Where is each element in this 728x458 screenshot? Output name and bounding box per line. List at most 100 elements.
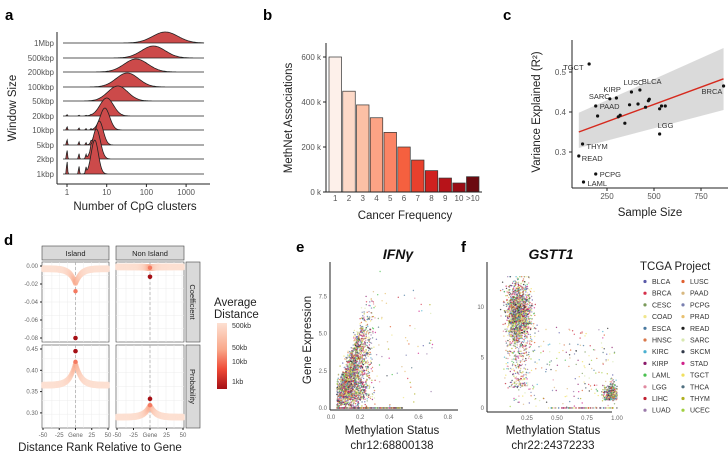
ytick-label: 200 k [301, 143, 322, 152]
sample-point [361, 405, 363, 407]
xtick-label: -25 [55, 433, 64, 439]
point-label: BLCA [642, 77, 662, 86]
sample-point [359, 369, 361, 371]
panel-c-scatter: TGCTKIRPSARCPAADLUSCBLCABRCALGGTHYMREADP… [531, 40, 728, 219]
xtick-label: 750 [694, 192, 708, 201]
xtick-label: 250 [600, 192, 614, 201]
sample-point [359, 323, 361, 325]
sample-point [363, 359, 365, 361]
sample-point [366, 398, 368, 400]
sample-point [378, 381, 381, 383]
sample-point [343, 372, 345, 374]
sample-point [374, 305, 376, 307]
sample-point [337, 404, 339, 406]
ytick-label: 2.5 [319, 369, 328, 375]
sample-point [366, 315, 369, 318]
x-axis-subtitle: chr12:68800138 [350, 440, 433, 452]
sample-point [365, 344, 367, 346]
confidence-band [578, 48, 724, 148]
sample-point [584, 366, 586, 369]
sample-point [511, 379, 513, 382]
sample-point [353, 407, 355, 409]
xtick-label: 0.2 [356, 415, 365, 421]
sample-point [358, 351, 360, 353]
sample-point [346, 395, 349, 397]
xtick-label: -50 [39, 433, 48, 439]
sample-point [346, 385, 348, 387]
sample-point [430, 339, 432, 342]
sample-point [360, 350, 362, 352]
sample-point [589, 345, 591, 347]
ytick-label: 0.40 [26, 368, 38, 374]
sample-point [511, 368, 513, 371]
sample-point [373, 391, 375, 394]
x-axis-title: Number of CpG clusters [73, 201, 197, 213]
sample-point [359, 341, 361, 343]
sample-point [347, 399, 349, 401]
sample-point [530, 295, 533, 298]
ytick-label: 2kbp [37, 155, 55, 164]
sample-point [372, 315, 375, 318]
sample-point [527, 340, 529, 342]
sample-point [340, 407, 342, 409]
sample-point [384, 292, 386, 295]
sample-point [354, 386, 356, 389]
panel-label-b: b [263, 7, 272, 24]
sample-point [348, 391, 350, 394]
sample-point [505, 303, 507, 305]
sample-point [346, 368, 348, 370]
sample-point [363, 316, 365, 318]
sample-point [545, 401, 548, 403]
sample-point [521, 363, 523, 366]
sample-point [378, 364, 381, 366]
sample-point [349, 399, 352, 401]
sample-point [347, 368, 350, 371]
ytick-label: 400 k [301, 98, 322, 107]
sample-point [382, 407, 384, 409]
sample-point [523, 367, 525, 369]
sample-point [360, 351, 363, 354]
data-point [627, 103, 632, 107]
sample-point [359, 361, 361, 363]
xtick-label: 50 [180, 433, 187, 439]
sample-point [354, 364, 356, 367]
sample-point [551, 389, 554, 392]
sample-point [526, 368, 529, 371]
sample-point [414, 393, 416, 395]
sample-point [359, 394, 362, 396]
sample-point [345, 377, 347, 379]
sample-point [363, 390, 365, 392]
sample-point [523, 281, 526, 283]
sample-point [372, 330, 374, 333]
sample-point [422, 345, 424, 347]
sample-point [530, 369, 533, 372]
sample-point [352, 405, 355, 407]
sample-point [352, 357, 355, 359]
facet-island-coefficient: 0.00-0.02-0.04-0.06-0.08 [24, 261, 110, 343]
ridge-20kbp [63, 97, 204, 117]
sample-point [357, 332, 359, 334]
sample-point [352, 384, 354, 386]
sample-point [363, 345, 366, 348]
sample-point [377, 294, 379, 296]
sample-point [601, 400, 604, 402]
sample-point [602, 384, 604, 387]
sample-point [358, 357, 360, 360]
sample-point [347, 370, 350, 372]
sample-point [547, 344, 549, 346]
sample-point [340, 381, 342, 383]
sample-point [339, 365, 341, 367]
sample-point [347, 407, 349, 409]
sample-point [355, 369, 358, 371]
sample-point [363, 335, 365, 337]
sample-point [336, 405, 338, 407]
sample-point [365, 333, 367, 335]
sample-point [354, 407, 356, 409]
sample-point [594, 392, 596, 394]
sample-point [400, 407, 403, 409]
sample-point [340, 393, 343, 395]
sample-point [505, 285, 507, 287]
sample-point [362, 386, 364, 388]
sample-point [371, 318, 373, 321]
panel-label-a: a [5, 7, 14, 24]
